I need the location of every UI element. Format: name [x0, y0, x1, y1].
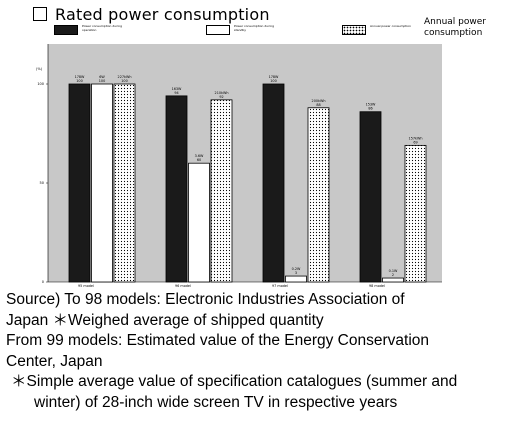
bar-data-label: 69	[413, 140, 417, 144]
x-category-label: 97 model	[272, 284, 288, 288]
footnote-line-2: Japan ＊Weighed average of shipped quanti…	[6, 311, 324, 329]
bar-data-label: 88	[316, 103, 320, 107]
bar-data-label: 100	[76, 79, 82, 83]
bar-data-label: 178W	[269, 75, 279, 79]
bar-white-4	[382, 277, 404, 283]
bar-data-label: 2	[392, 273, 394, 277]
legend-swatch-annual	[342, 25, 366, 35]
bar-data-label: 92	[219, 95, 223, 99]
bar-dotted-4	[404, 144, 427, 283]
bar-solid-4	[359, 111, 382, 283]
bar-dotted-3	[307, 107, 330, 283]
bar-data-label: 210kWh	[215, 91, 229, 95]
bar-data-label: 100	[99, 79, 105, 83]
bar-data-label: 3	[295, 271, 297, 275]
legend-label-annual: Annual power consumption	[424, 17, 486, 38]
y-unit-label: (%)	[36, 67, 43, 71]
bar-data-label: 94	[174, 91, 178, 95]
chart-heading: Rated power consumption	[33, 4, 270, 24]
y-tick-label: 0	[42, 280, 44, 284]
footnote-line-3: From 99 models: Estimated value of the E…	[6, 332, 430, 349]
bar-data-label: 100	[270, 79, 276, 83]
y-tick-label: 100	[37, 82, 44, 86]
x-category-label: 98 model	[369, 284, 385, 288]
y-tick-label: 50	[40, 181, 44, 185]
bar-data-label: 200kWh	[312, 99, 326, 103]
bar-data-label: 86	[368, 107, 372, 111]
bar-white-1	[91, 83, 113, 283]
legend-swatch-operation	[54, 25, 78, 35]
bar-dotted-2	[210, 99, 233, 283]
bar-data-label: 3.6W	[195, 154, 204, 158]
bar-data-label: 60	[197, 158, 201, 162]
legend-label-operation: Power consumption during operation	[82, 24, 123, 32]
bar-data-label: 227kWh	[118, 75, 132, 79]
legend-swatch-standby	[206, 25, 230, 35]
heading-text: Rated power consumption	[55, 4, 270, 24]
x-category-label: 96 model	[175, 284, 191, 288]
checkbox-square-icon	[33, 7, 47, 21]
bar-data-label: 163W	[172, 87, 182, 91]
bar-solid-3	[262, 83, 285, 283]
footnote-line-5: ＊Simple average value of specification c…	[11, 373, 458, 390]
bar-dotted-1	[113, 83, 136, 283]
bar-data-label: 100	[121, 79, 127, 83]
legend-label-annual-tiny: Annual power consumption	[370, 24, 412, 28]
bar-solid-2	[165, 95, 188, 283]
bar-data-label: 0.1W	[389, 269, 398, 273]
bar-white-3	[285, 275, 307, 283]
footnote: Source) To 98 models: Electronic Industr…	[6, 290, 457, 413]
x-category-label: 95 model	[78, 284, 94, 288]
bar-white-2	[188, 162, 210, 283]
legend-label-standby: Power consumption during standby	[234, 24, 275, 32]
bar-data-label: 0.2W	[292, 267, 301, 271]
bar-data-label: 6W	[99, 75, 105, 79]
bar-solid-1	[68, 83, 91, 283]
footnote-line-4: Center, Japan	[6, 352, 103, 370]
footnote-line-6: winter) of 28-inch wide screen TV in res…	[34, 393, 398, 411]
footnote-line-1: Source) To 98 models: Electronic Industr…	[6, 291, 405, 308]
bar-data-label: 153W	[366, 103, 376, 107]
bar-data-label: 178W	[75, 75, 85, 79]
bar-data-label: 157kWh	[409, 136, 423, 140]
